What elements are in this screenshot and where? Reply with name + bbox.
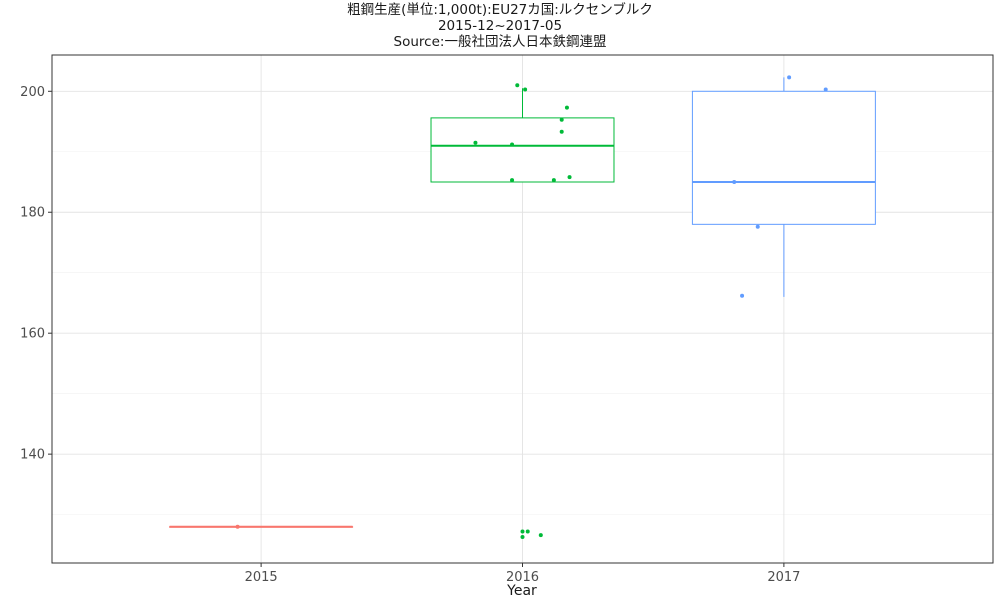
data-point	[755, 224, 760, 229]
chart-title: 粗鋼生産(単位:1,000t):EU27カ国:ルクセンブルク	[347, 2, 653, 18]
data-point	[740, 293, 745, 298]
chart-title-block: 粗鋼生産(単位:1,000t):EU27カ国:ルクセンブルク 2015-12~2…	[0, 2, 1000, 50]
data-point	[538, 533, 543, 538]
data-point	[510, 142, 515, 147]
data-point	[551, 178, 556, 183]
data-point	[823, 87, 828, 92]
y-tick-label: 140	[20, 448, 45, 463]
box-series	[169, 77, 876, 528]
data-point	[787, 75, 792, 80]
chart-subtitle: 2015-12~2017-05	[437, 18, 563, 34]
x-tick-label: 2017	[767, 570, 800, 585]
y-axis: 140 160 180 200	[20, 85, 52, 463]
data-point	[515, 83, 520, 88]
data-point	[520, 529, 525, 534]
data-point	[732, 180, 737, 184]
x-tick-label: 2015	[245, 570, 278, 585]
data-point	[523, 87, 528, 92]
data-point	[567, 175, 572, 180]
data-point	[473, 140, 478, 145]
data-point	[235, 524, 240, 529]
data-point	[525, 529, 530, 534]
data-point	[564, 105, 569, 110]
data-point	[559, 117, 564, 122]
x-tick-label: 2016	[506, 570, 539, 585]
x-axis: 2015 2016 2017	[245, 563, 800, 585]
y-tick-label: 160	[20, 327, 45, 342]
box-2016	[430, 117, 615, 183]
y-tick-label: 200	[20, 85, 45, 100]
box-2017	[691, 90, 876, 225]
data-point	[510, 178, 515, 183]
data-point	[520, 534, 525, 539]
chart-source: Source:一般社団法人日本鉄鋼連盟	[393, 34, 607, 50]
y-tick-label: 180	[20, 206, 45, 221]
jitter-points	[235, 75, 828, 539]
grid-lines	[52, 55, 993, 563]
x-axis-title: Year	[506, 583, 537, 599]
data-point	[559, 129, 564, 134]
